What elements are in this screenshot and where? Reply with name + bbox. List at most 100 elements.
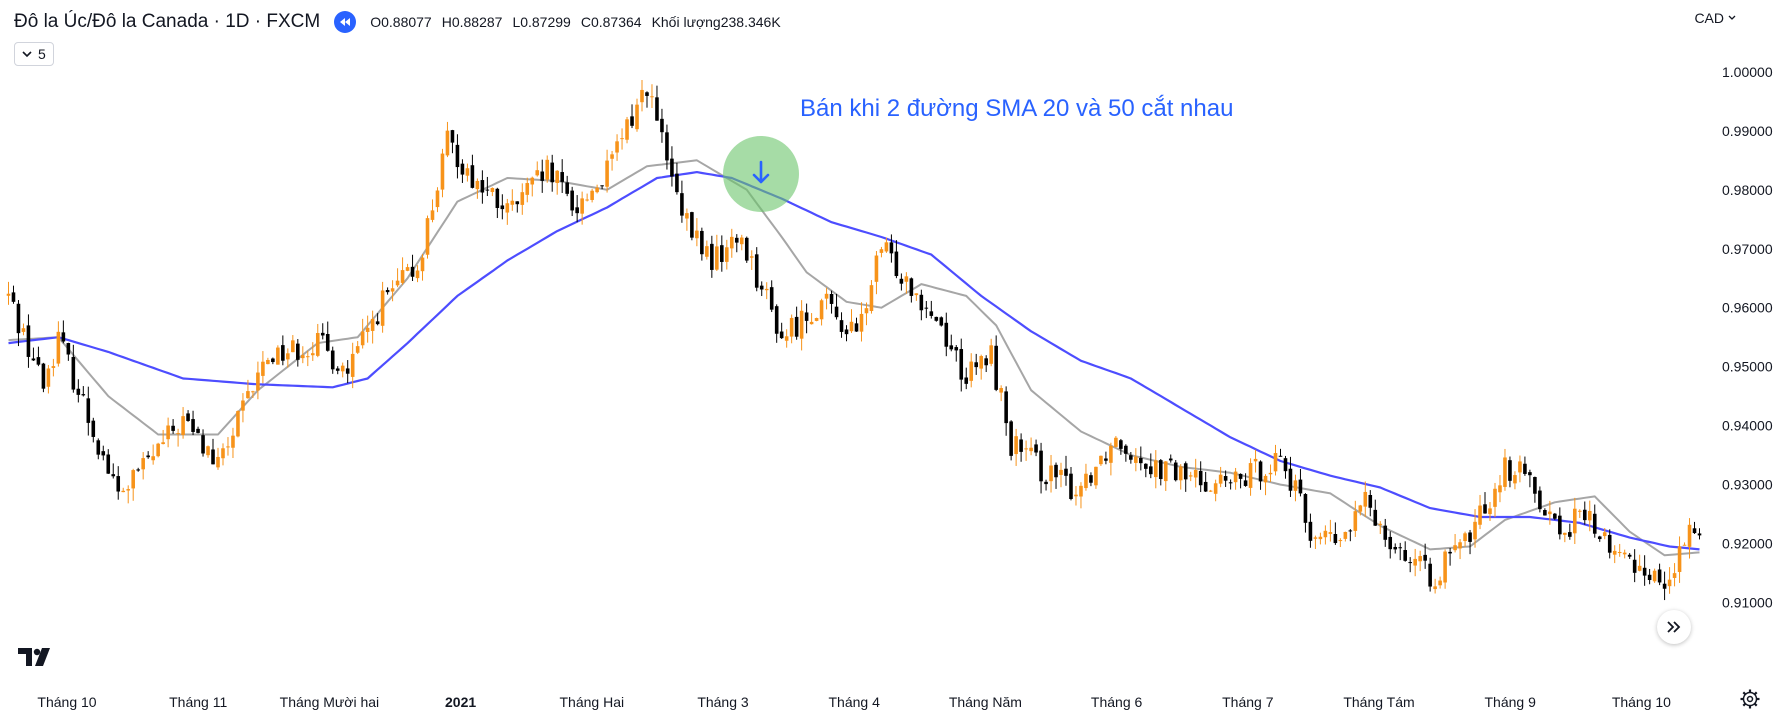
candle — [111, 463, 116, 479]
candle — [1543, 508, 1547, 516]
candle — [1238, 473, 1243, 489]
candle — [475, 178, 480, 199]
candle — [710, 235, 714, 278]
candle — [1513, 471, 1517, 490]
candle — [330, 346, 335, 374]
candle — [829, 290, 834, 314]
candle — [809, 313, 814, 325]
candle — [964, 367, 969, 390]
chevron-down-icon — [1728, 15, 1736, 20]
candle — [276, 345, 280, 365]
candle — [605, 149, 609, 193]
candle — [1014, 428, 1018, 466]
goto-realtime-glyph — [1667, 621, 1681, 633]
candle — [1054, 462, 1058, 489]
currency-selector[interactable]: CAD — [1694, 10, 1736, 26]
candle — [251, 390, 255, 398]
replay-icon[interactable] — [334, 11, 357, 33]
candle — [360, 318, 365, 349]
candle — [455, 134, 460, 179]
candle — [1418, 550, 1422, 572]
candle — [1642, 555, 1647, 586]
candle — [1508, 456, 1512, 488]
candle — [804, 303, 809, 334]
candle — [1149, 453, 1153, 479]
candle — [1328, 519, 1333, 542]
candle — [889, 234, 894, 263]
candle — [1413, 548, 1417, 577]
candle — [650, 84, 654, 109]
candle — [824, 287, 829, 310]
candle — [864, 302, 869, 326]
candle — [211, 438, 215, 465]
candle — [1398, 542, 1403, 561]
candle — [600, 185, 604, 190]
candle — [635, 98, 639, 132]
candle — [1089, 472, 1093, 487]
price-tick-label: 0.94000 — [1722, 418, 1773, 434]
candle — [1024, 440, 1028, 461]
tradingview-logo-icon[interactable] — [18, 648, 56, 673]
candle — [1034, 439, 1038, 457]
candle — [1657, 563, 1662, 586]
candle — [1647, 568, 1652, 585]
candle — [525, 177, 530, 203]
candle — [1064, 455, 1068, 486]
candle — [320, 323, 325, 340]
candle — [904, 272, 909, 294]
candle — [665, 124, 669, 170]
candle — [734, 234, 739, 253]
candle — [1223, 470, 1228, 487]
candle — [715, 234, 719, 271]
chart-header: Đô la Úc/Đô la Canada · 1D · FXCM O0.880… — [14, 8, 781, 36]
candle — [1104, 451, 1108, 465]
candle — [1353, 500, 1358, 537]
candle — [994, 335, 998, 392]
chart-annotation: Bán khi 2 đường SMA 20 và 50 cắt nhau — [800, 95, 1233, 122]
candle — [560, 159, 564, 193]
candle — [221, 443, 225, 466]
candle — [395, 268, 400, 288]
gear-icon[interactable] — [1739, 688, 1761, 715]
candle — [1134, 448, 1138, 472]
candle — [595, 184, 599, 194]
candle — [520, 183, 525, 215]
candle — [1343, 531, 1348, 542]
candle — [1627, 553, 1632, 559]
candle — [1553, 512, 1557, 520]
time-axis[interactable]: Tháng 10 Tháng 11 Tháng Mười hai 2021 Tháng … — [37, 694, 1671, 710]
candle — [1253, 449, 1258, 473]
symbol-title[interactable]: Đô la Úc/Đô la Canada · 1D · FXCM — [14, 11, 321, 32]
indicators-collapse-button[interactable]: 5 — [14, 42, 54, 66]
indicator-count: 5 — [38, 46, 46, 62]
candle — [305, 350, 310, 367]
candle — [570, 186, 574, 217]
close-value: C0.87364 — [580, 14, 642, 30]
candle — [171, 419, 175, 434]
candle — [859, 302, 864, 342]
candle — [1278, 448, 1283, 457]
candle — [385, 287, 390, 295]
candle — [909, 277, 914, 303]
candle — [944, 312, 949, 357]
candle — [1697, 528, 1702, 540]
candle — [450, 129, 455, 154]
currency-label: CAD — [1694, 10, 1724, 26]
candle — [1368, 490, 1373, 517]
candle — [934, 316, 939, 322]
candle — [680, 180, 684, 223]
candle — [1273, 444, 1278, 476]
candle — [759, 281, 764, 297]
candle — [1687, 518, 1692, 559]
price-axis[interactable]: 1.00000 0.99000 0.98000 0.97000 0.96000 0.950… — [1722, 64, 1773, 611]
candle — [989, 338, 993, 367]
candle — [620, 128, 624, 150]
candle — [1248, 458, 1253, 496]
candle — [660, 108, 664, 143]
candle — [1139, 446, 1143, 471]
candle — [1079, 482, 1083, 509]
double-chevron-right-icon[interactable] — [1657, 610, 1691, 644]
candle — [241, 393, 245, 423]
candle — [1677, 536, 1682, 583]
